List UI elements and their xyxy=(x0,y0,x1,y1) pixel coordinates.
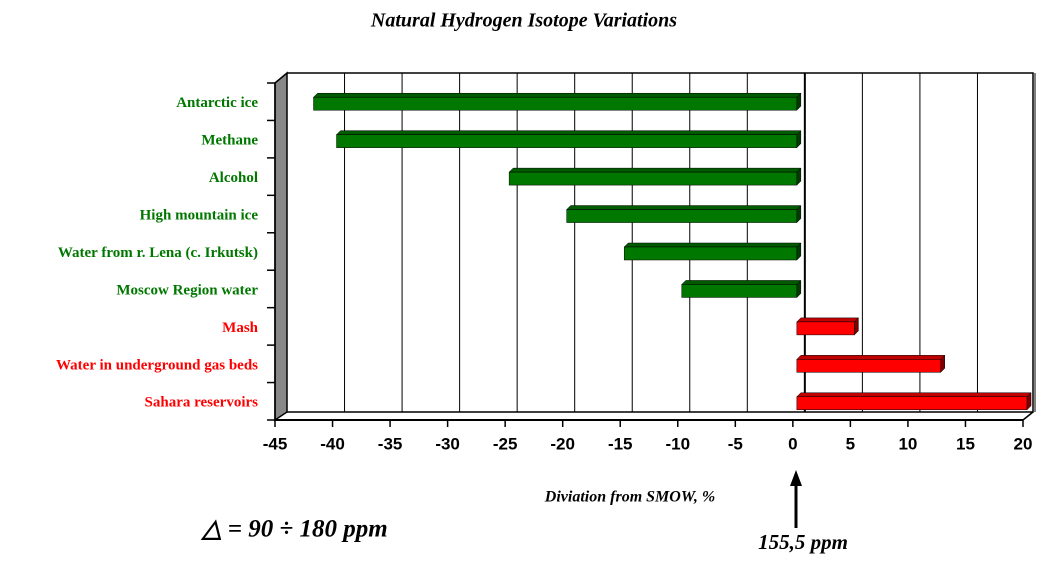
bar xyxy=(796,396,1028,411)
bar xyxy=(566,209,798,223)
x-tick-label: 20 xyxy=(1014,434,1033,453)
y-tick-label: Water from r. Lena (c. Irkutsk) xyxy=(58,245,258,261)
bar xyxy=(623,246,798,261)
bar-top xyxy=(335,130,802,135)
x-tick-label: -5 xyxy=(728,434,743,453)
y-tick-label: Alcohol xyxy=(209,170,258,186)
y-tick-label: Mash xyxy=(222,320,258,336)
bar-top xyxy=(796,355,946,360)
back-wall xyxy=(287,72,1034,413)
bar xyxy=(336,134,798,148)
bar-top xyxy=(796,317,859,323)
bar xyxy=(681,284,798,298)
x-tick-label: 10 xyxy=(898,434,917,453)
annotation: 155,5 ppm xyxy=(758,530,848,554)
bar xyxy=(796,359,941,373)
y-tick-label: Methane xyxy=(201,133,258,149)
bar xyxy=(508,171,798,186)
x-tick-label: -35 xyxy=(378,434,403,453)
x-tick-label: -15 xyxy=(608,434,633,453)
bar xyxy=(313,96,798,111)
bar xyxy=(796,321,855,336)
x-tick-label: -10 xyxy=(665,434,690,453)
bar-top xyxy=(681,280,802,285)
x-tick-label: -40 xyxy=(320,434,345,453)
y-tick-label: High mountain ice xyxy=(140,207,259,223)
side-wall xyxy=(274,71,288,422)
y-tick-label: Water in underground gas beds xyxy=(56,357,258,373)
floor-edge xyxy=(1022,411,1034,421)
x-tick-label: -30 xyxy=(435,434,460,453)
bar-top xyxy=(312,92,802,98)
bar-top xyxy=(796,392,1032,398)
x-tick-label: -25 xyxy=(493,434,518,453)
x-tick-label: -20 xyxy=(550,434,575,453)
bar-top xyxy=(623,242,802,248)
arrow-head xyxy=(790,470,802,486)
y-tick-label: Sahara reservoirs xyxy=(145,395,259,411)
bar-top xyxy=(508,167,802,173)
x-tick-label: -45 xyxy=(263,434,288,453)
bar-top xyxy=(566,205,802,210)
x-axis-label: Diviation from SMOW, % xyxy=(544,489,715,506)
annotation: △ = 90 ÷ 180 ppm xyxy=(200,516,387,543)
y-tick-label: Antarctic ice xyxy=(176,95,258,111)
chart-title: Natural Hydrogen Isotope Variations xyxy=(370,10,677,32)
y-tick-label: Moscow Region water xyxy=(116,282,258,298)
x-tick-label: 15 xyxy=(956,434,975,453)
x-tick-label: 0 xyxy=(788,434,797,453)
x-tick-label: 5 xyxy=(846,434,855,453)
